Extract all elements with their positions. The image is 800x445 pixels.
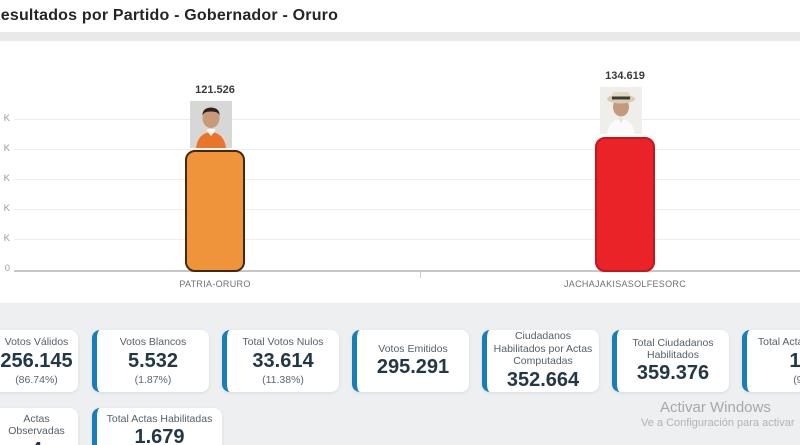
card-value: 295.291: [376, 356, 450, 379]
card-votos-blancos: Votos Blancos 5.532 (1.87%): [92, 330, 209, 392]
card-label: Votos Emitidos: [378, 342, 448, 355]
page-title: Resultados por Partido - Gobernador - Or…: [0, 7, 339, 24]
card-label: Total Votos Nulos: [242, 336, 324, 349]
category-label-patria-oruro: PATRIA-ORURO: [179, 279, 251, 289]
card-label: Ciudadanos Habilitados por Actas Computa…: [493, 330, 593, 368]
card-value: 4: [31, 439, 42, 445]
bar-patria-oruro[interactable]: [185, 150, 245, 272]
card-value: 33.614: [252, 349, 314, 372]
card-total-ciudadanos-habilitados: Total Ciudadanos Habilitados 359.376: [612, 330, 729, 392]
gridline: [14, 179, 800, 180]
card-votos-validos: Votos Válidos 256.145 (86.74%): [0, 330, 78, 392]
card-percent: (11.38%): [262, 373, 304, 386]
candidate-photo-jacha: [600, 87, 642, 134]
bar-value-patria-oruro: 121.526: [195, 84, 235, 96]
x-axis-line: [14, 270, 800, 272]
card-value: 1.617: [789, 349, 800, 372]
card-total-actas-habilitadas: Total Actas Habilitadas 1.679: [92, 408, 222, 445]
card-actas-observadas: Actas Observadas 4: [0, 408, 78, 445]
card-value: 256.145: [0, 349, 73, 372]
y-tick-label: K: [3, 173, 10, 184]
card-label: Total Actas Habilitadas: [106, 413, 213, 425]
header-divider: [0, 32, 800, 41]
card-label: Votos Blancos: [119, 336, 187, 349]
card-percent: (96.31%): [793, 373, 800, 386]
card-label: Actas Observadas: [8, 413, 65, 438]
gridline: [14, 149, 800, 150]
bar-value-jacha: 134.619: [605, 70, 645, 82]
card-total-votos-nulos: Total Votos Nulos 33.614 (11.38%): [222, 330, 339, 392]
y-tick-label: K: [3, 203, 10, 214]
category-label-jacha: JACHAJAKISASOLFESORC: [563, 279, 687, 289]
bar-chart: [0, 41, 800, 303]
header-bar: Resultados por Partido - Gobernador - Or…: [0, 0, 800, 32]
gridline: [14, 119, 800, 120]
card-label: Votos Válidos: [4, 336, 69, 349]
windows-activation-watermark-subtitle: Ve a Configuración para activar: [641, 417, 795, 429]
card-ciudadanos-habilitados-actas: Ciudadanos Habilitados por Actas Computa…: [482, 330, 599, 392]
y-tick-label-zero: 0: [4, 263, 10, 274]
card-votos-emitidos: Votos Emitidos 295.291: [352, 330, 469, 392]
gridline: [14, 239, 800, 240]
card-value: 1.679: [134, 426, 185, 445]
windows-activation-watermark-title: Activar Windows: [660, 399, 771, 416]
y-tick-label: K: [3, 113, 10, 124]
card-percent: (86.74%): [15, 373, 58, 386]
card-percent: (1.87%): [134, 373, 172, 386]
card-label: Total Ciudadanos Habilitados: [632, 336, 714, 361]
y-tick-label: K: [3, 233, 10, 244]
bar-jacha[interactable]: [595, 137, 655, 272]
card-value: 5.532: [127, 349, 179, 372]
card-value: 352.664: [506, 368, 580, 391]
card-label: Total Actas Computadas: [757, 336, 800, 349]
axis-tick: [420, 272, 421, 278]
candidate-photo-patria-oruro: [190, 101, 232, 148]
y-tick-label: K: [3, 143, 10, 154]
card-value: 359.376: [636, 362, 710, 385]
card-total-actas-computadas: Total Actas Computadas 1.617 (96.31%): [742, 330, 800, 392]
gridline: [14, 209, 800, 210]
